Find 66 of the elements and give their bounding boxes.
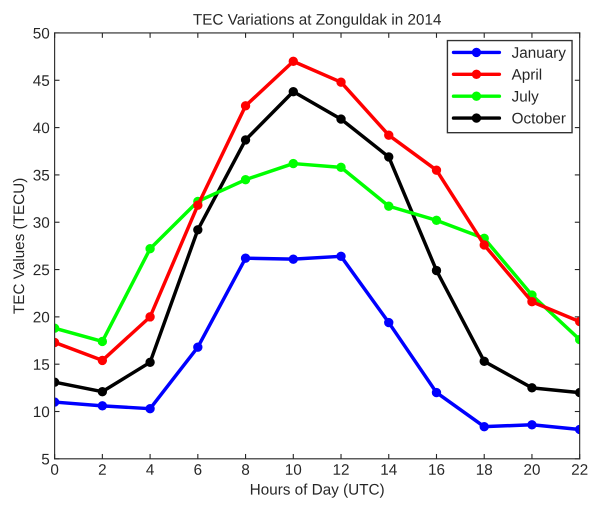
point bbox=[432, 216, 442, 226]
y-tick-label: 15 bbox=[34, 359, 50, 370]
x-tick-label: 2 bbox=[98, 464, 106, 475]
point bbox=[145, 358, 155, 367]
x-tick-label: 0 bbox=[50, 464, 58, 475]
legend-label: January bbox=[512, 47, 566, 61]
point bbox=[98, 356, 108, 366]
point bbox=[432, 165, 442, 175]
point bbox=[288, 158, 298, 168]
legend-label: April bbox=[512, 68, 542, 83]
point bbox=[384, 130, 394, 140]
x-tick-label: 14 bbox=[381, 464, 397, 475]
y-tick-label: 20 bbox=[34, 312, 50, 323]
point bbox=[432, 266, 442, 276]
y-tick-label: 50 bbox=[33, 28, 50, 39]
point bbox=[193, 200, 203, 210]
x-tick-label: 18 bbox=[476, 464, 492, 475]
point bbox=[527, 297, 537, 306]
point bbox=[336, 114, 346, 124]
point bbox=[336, 77, 346, 87]
point bbox=[145, 244, 155, 254]
y-tick-label: 5 bbox=[42, 454, 50, 465]
x-tick-label: 4 bbox=[146, 464, 154, 475]
chart-title: TEC Variations at Zonguldak in 2014 bbox=[193, 14, 441, 28]
x-axis-title: Hours of Day (UTC) bbox=[250, 483, 384, 498]
y-tick-label: 45 bbox=[33, 75, 50, 86]
point bbox=[336, 252, 346, 261]
legend-label: October bbox=[512, 112, 566, 124]
y-tick-label: 40 bbox=[33, 122, 50, 134]
x-tick-label: 6 bbox=[194, 464, 202, 475]
point bbox=[98, 336, 108, 346]
point bbox=[384, 318, 394, 328]
y-tick-label: 35 bbox=[33, 170, 50, 181]
x-tick-label: 20 bbox=[524, 464, 540, 475]
y-tick-label: 30 bbox=[33, 217, 50, 228]
point bbox=[288, 254, 298, 264]
point bbox=[193, 342, 203, 352]
point bbox=[384, 152, 394, 162]
point bbox=[336, 162, 346, 172]
point bbox=[193, 225, 203, 234]
y-tick-label: 25 bbox=[34, 264, 50, 276]
x-tick-label: 8 bbox=[242, 464, 250, 475]
x-tick-label: 10 bbox=[286, 464, 302, 475]
point bbox=[480, 356, 489, 366]
x-tick-label: 16 bbox=[429, 464, 444, 475]
x-tick-label: 22 bbox=[572, 464, 588, 475]
point bbox=[288, 56, 298, 66]
point bbox=[98, 386, 108, 396]
point bbox=[480, 240, 489, 250]
point bbox=[240, 254, 250, 263]
point bbox=[432, 388, 442, 398]
point bbox=[240, 101, 250, 111]
point bbox=[145, 404, 155, 414]
point bbox=[527, 383, 537, 393]
y-tick-label: 10 bbox=[34, 406, 50, 418]
point bbox=[145, 312, 155, 322]
point bbox=[527, 420, 537, 430]
point bbox=[384, 201, 394, 211]
point bbox=[480, 422, 489, 432]
point bbox=[288, 86, 298, 96]
point bbox=[240, 174, 250, 184]
legend-label: July bbox=[512, 90, 539, 105]
x-tick-label: 12 bbox=[334, 464, 349, 475]
point bbox=[98, 401, 108, 411]
point bbox=[240, 135, 250, 145]
y-axis-title: TEC Values (TECU) bbox=[12, 178, 28, 314]
